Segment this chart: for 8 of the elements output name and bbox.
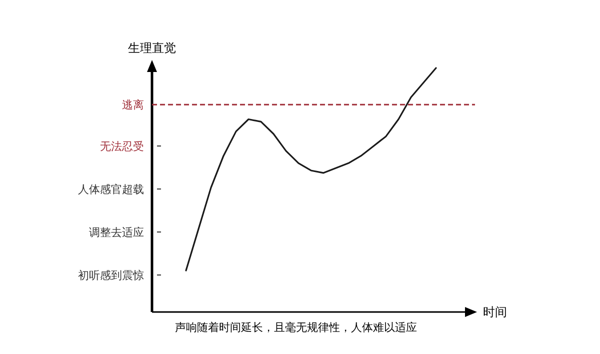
text: 声响随着时间延长，且毫无规律性，人体难以适应 [175,321,417,334]
y-axis-title: 生理直觉 [128,41,176,55]
text: 无法忍受 [100,140,144,153]
x-axis-title: 时间 [483,305,507,319]
text: 人体感官超载 [78,183,144,196]
ref-line-label: 逃离 [122,98,144,112]
text: 调整去适应 [89,226,144,239]
text: 初听感到震惊 [78,269,144,282]
